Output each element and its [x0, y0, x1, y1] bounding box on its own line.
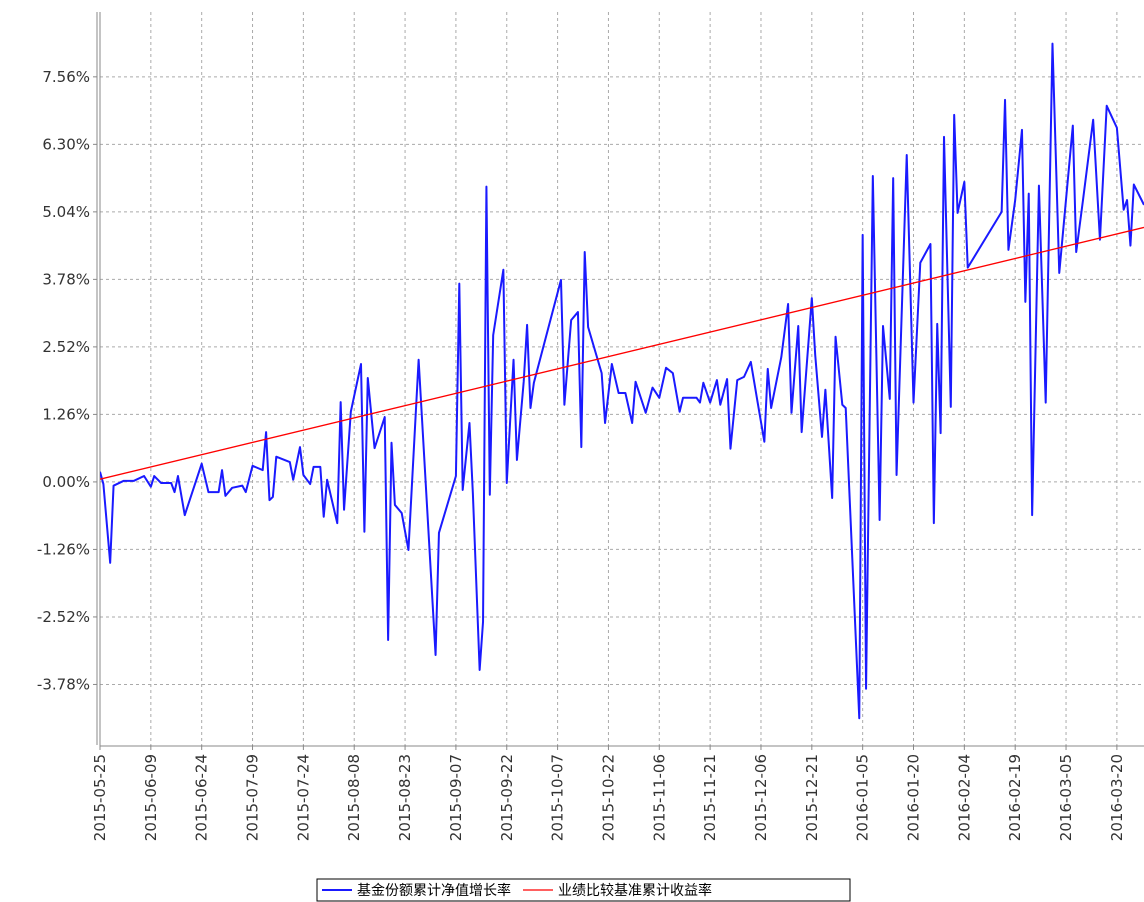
- y-tick-label: -1.26%: [37, 540, 90, 558]
- y-tick-label: 0.00%: [42, 473, 90, 491]
- x-tick-label: 2016-01-20: [905, 754, 923, 841]
- labels: -3.78% -2.52% -1.26% 0.00% 1.26% 2.52% 3.78% 5.…: [37, 68, 1144, 841]
- y-tick-label: -2.52%: [37, 608, 90, 626]
- x-tick-label: 2015-12-21: [803, 754, 821, 841]
- x-tick-label: 2015-12-06: [752, 754, 770, 841]
- y-tick-label: -3.78%: [37, 675, 90, 693]
- y-tick-label: 2.52%: [42, 338, 90, 356]
- x-tick-label: 2016-03-05: [1057, 754, 1075, 841]
- x-tick-label: 2015-10-07: [549, 754, 567, 841]
- y-tick-label: 7.56%: [42, 68, 90, 86]
- x-tick-label: 2016-02-04: [955, 754, 973, 841]
- x-tick-label: 2015-05-25: [91, 754, 109, 841]
- x-tick-label: 2015-10-22: [599, 754, 617, 841]
- series-line: [100, 42, 1144, 720]
- x-tick-label: 2015-07-24: [294, 754, 312, 841]
- x-tick-label: 2015-08-23: [396, 754, 414, 841]
- x-tick-label: 2015-07-09: [244, 754, 262, 841]
- x-tick-label: 2016-01-05: [854, 754, 872, 841]
- legend-label: 基金份额累计净值增长率: [357, 882, 511, 899]
- y-tick-label: 3.78%: [42, 270, 90, 288]
- x-tick-label: 2015-09-22: [498, 754, 516, 841]
- x-tick-label: 2016-03-20: [1108, 754, 1126, 841]
- legend-box: [316, 878, 851, 902]
- lines: [100, 42, 1144, 720]
- legend-label: 业绩比较基准累计收益率: [558, 882, 712, 899]
- y-tick-label: 5.04%: [42, 203, 90, 221]
- x-tick-label: 2015-08-08: [345, 754, 363, 841]
- series-line: [100, 226, 1144, 480]
- x-tick-label: 2015-06-24: [193, 754, 211, 841]
- x-tick-label: 2015-11-21: [701, 754, 719, 841]
- x-tick-label: 2015-11-06: [650, 754, 668, 841]
- x-tick-label: 2015-06-09: [142, 754, 160, 841]
- x-tick-label: 2015-09-07: [447, 754, 465, 841]
- y-tick-label: 1.26%: [42, 405, 90, 423]
- y-tick-label: 6.30%: [42, 135, 90, 153]
- x-tick-label: 2016-02-19: [1006, 754, 1024, 841]
- legend: 基金份额累计净值增长率 业绩比较基准累计收益率: [322, 882, 712, 899]
